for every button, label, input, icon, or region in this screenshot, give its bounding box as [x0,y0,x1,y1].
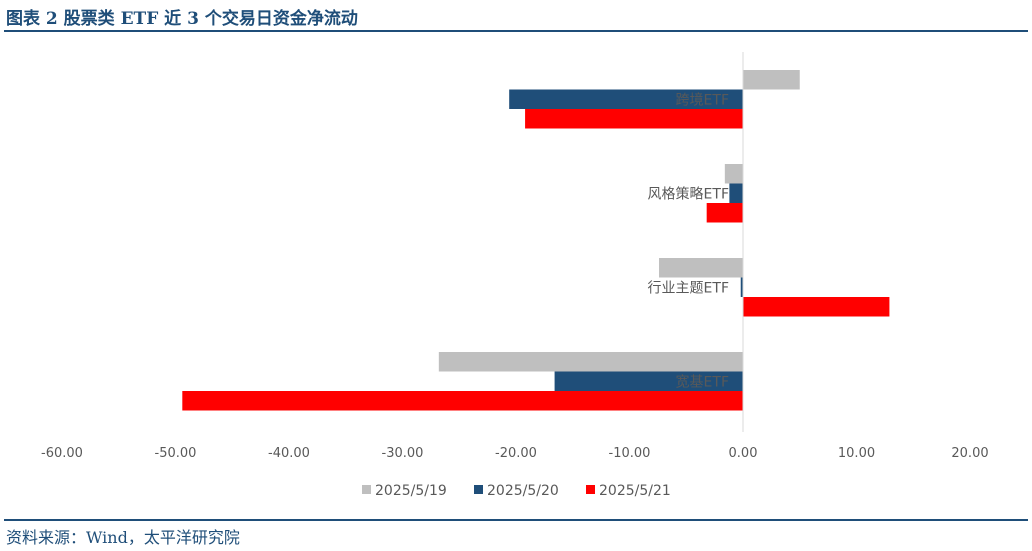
title-divider [4,30,1028,32]
x-tick-label: 20.00 [951,446,988,461]
bar-2-2 [729,183,743,203]
x-tick-label: -50.00 [155,446,197,461]
category-label: 风格策略ETF [648,185,729,202]
x-tick-label: -10.00 [609,446,651,461]
legend-label: 2025/5/19 [375,483,447,499]
bars-group [182,70,890,411]
bar-1-1 [743,70,800,90]
category-labels: 跨境ETF 风格策略ETF 行业主题ETF 宽基ETF [648,92,729,390]
bar-1-4 [438,352,743,372]
legend-label: 2025/5/21 [599,483,671,499]
bar-1-3 [659,258,743,278]
legend-label: 2025/5/20 [487,483,559,499]
x-tick-label: 10.00 [838,446,875,461]
legend-swatch [586,485,595,494]
x-tick-label: -40.00 [268,446,310,461]
bar-2-3 [740,277,743,297]
legend: 2025/5/19 2025/5/20 2025/5/21 [362,483,671,499]
bar-chart: 跨境ETF 风格策略ETF 行业主题ETF 宽基ETF -60.00 -50.00 -40… [41,52,989,499]
source-note: 资料来源：Wind，太平洋研究院 [6,528,240,547]
x-tick-label: -60.00 [41,446,83,461]
bar-3-4 [182,391,743,411]
legend-swatch [474,485,483,494]
x-tick-label: 0.00 [729,446,758,461]
bar-3-2 [706,203,743,223]
header: 图表 2 股票类 ETF 近 3 个交易日资金净流动 [0,0,1032,30]
x-axis-ticks: -60.00 -50.00 -40.00 -30.00 -20.00 -10.00 0.00… [41,446,989,461]
bar-1-2 [724,164,743,184]
bar-3-3 [743,297,890,317]
footer-divider [4,519,1028,521]
category-label: 宽基ETF [676,373,729,390]
page-title: 图表 2 股票类 ETF 近 3 个交易日资金净流动 [6,9,358,29]
bar-2-4 [554,371,743,391]
category-label: 跨境ETF [676,92,729,108]
x-tick-label: -30.00 [382,446,424,461]
category-label: 行业主题ETF [648,280,729,296]
x-tick-label: -20.00 [495,446,537,461]
legend-swatch [362,485,371,494]
bar-3-1 [525,109,743,129]
bar-2-1 [509,89,743,109]
